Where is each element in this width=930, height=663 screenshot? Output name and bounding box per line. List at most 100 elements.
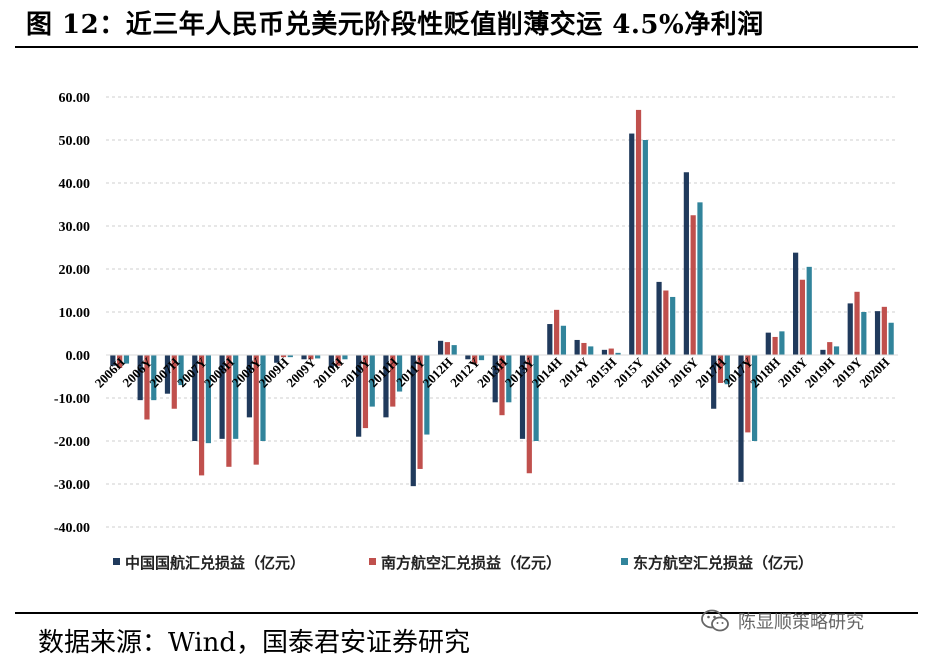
watermark: 陈显顺策略研究	[700, 608, 864, 634]
bar	[635, 109, 642, 356]
y-tick-label: 10.00	[59, 306, 91, 321]
bar	[861, 312, 867, 355]
bar	[390, 355, 396, 407]
y-tick-label: 30.00	[59, 220, 91, 235]
bar	[656, 281, 662, 355]
bar	[772, 336, 778, 355]
y-tick-label: 20.00	[59, 263, 91, 278]
bar	[888, 322, 894, 355]
bar	[588, 346, 594, 355]
y-tick-label: -10.00	[54, 392, 90, 407]
axes: -40.00 -30.00 -20.00 -10.00 0.00 10.00 20.00 30…	[54, 91, 898, 536]
bar	[697, 202, 703, 355]
bar	[198, 355, 205, 476]
wechat-icon	[701, 609, 729, 632]
bottom-rule	[15, 612, 918, 614]
bar	[472, 355, 478, 364]
top-rule	[15, 46, 918, 48]
legend-swatch	[113, 558, 120, 565]
bar	[410, 355, 416, 487]
bar	[799, 279, 806, 355]
bar	[246, 355, 253, 418]
bar	[383, 355, 389, 418]
bar	[642, 140, 648, 355]
bar	[417, 355, 423, 469]
x-tick-label: 2016H	[638, 355, 674, 391]
bar	[178, 355, 184, 386]
bar	[574, 339, 580, 355]
bar	[506, 355, 512, 403]
legend: 中国国航汇兑损益（亿元） 南方航空汇兑损益（亿元） 东方航空汇兑损益（亿元）	[113, 554, 813, 572]
bar	[806, 266, 812, 355]
bar	[451, 345, 457, 355]
bar	[738, 355, 744, 482]
bar	[765, 332, 771, 355]
legend-swatch	[621, 558, 628, 565]
bar	[547, 324, 553, 355]
bar	[629, 133, 635, 355]
bar	[663, 290, 669, 355]
bar	[342, 355, 348, 360]
bar	[437, 340, 444, 355]
bar	[554, 309, 560, 355]
bar	[717, 355, 724, 383]
bar	[847, 303, 853, 355]
bar	[123, 355, 130, 364]
bar-chart: -40.00 -30.00 -20.00 -10.00 0.00 10.00 20.00 30…	[54, 91, 898, 572]
bar	[581, 342, 587, 355]
bar	[233, 355, 239, 439]
bar	[478, 355, 485, 361]
bar	[137, 355, 143, 401]
bar	[745, 355, 751, 433]
bar	[492, 355, 498, 403]
y-tick-label: 0.00	[66, 349, 91, 364]
bar	[117, 355, 123, 368]
bar	[315, 355, 321, 359]
bar	[833, 346, 840, 355]
bar	[533, 355, 539, 441]
bar	[253, 355, 259, 465]
x-tick-label: 2020H	[856, 355, 892, 391]
legend-label: 中国国航汇兑损益（亿元）	[125, 554, 305, 572]
x-tick-label: 2010H	[310, 355, 346, 391]
x-tick-label: 2017H	[692, 355, 728, 391]
bar	[526, 355, 532, 474]
y-tick-label: 60.00	[59, 91, 91, 106]
bar	[274, 355, 280, 363]
bar	[615, 352, 621, 355]
legend-label: 南方航空汇兑损益（亿元）	[381, 554, 561, 572]
bar	[369, 355, 375, 407]
bar	[608, 348, 614, 355]
bar	[683, 172, 689, 355]
bar	[301, 355, 307, 360]
legend-label: 东方航空汇兑损益（亿元）	[633, 554, 813, 572]
x-tick-label: 2019H	[802, 355, 838, 391]
bar	[164, 355, 171, 394]
bar	[328, 355, 334, 368]
bar	[226, 355, 232, 467]
bar	[280, 355, 287, 358]
gridlines	[106, 96, 898, 528]
bar	[690, 215, 696, 355]
source-note: 数据来源：Wind，国泰君安证券研究	[38, 628, 470, 658]
y-tick-label: 50.00	[59, 134, 91, 149]
legend-swatch	[369, 558, 376, 565]
bar	[308, 355, 314, 360]
bar	[854, 291, 860, 355]
bar	[465, 355, 471, 360]
y-tick-label: -20.00	[54, 435, 90, 450]
bar	[192, 355, 198, 441]
y-tick-label: -30.00	[54, 478, 90, 493]
x-tick-label: 2006H	[92, 355, 128, 391]
bar	[219, 355, 225, 439]
bar	[874, 311, 881, 355]
bar	[362, 355, 369, 429]
x-tick-label: 2010Y	[338, 354, 374, 390]
bar	[144, 355, 150, 420]
bar	[205, 355, 211, 444]
bar	[287, 355, 293, 358]
bar	[560, 325, 567, 355]
bar	[356, 355, 362, 437]
bars	[110, 109, 894, 487]
bar	[779, 331, 785, 355]
